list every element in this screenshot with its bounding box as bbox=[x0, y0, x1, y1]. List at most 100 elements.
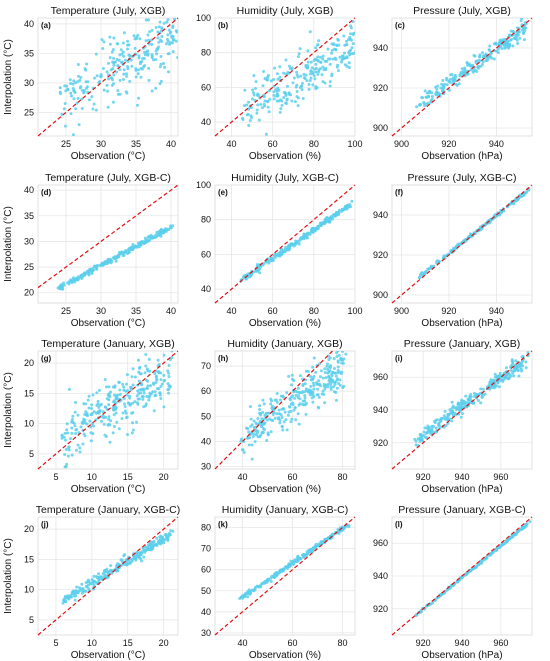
data-point bbox=[340, 54, 344, 58]
data-point bbox=[305, 552, 309, 556]
data-point bbox=[325, 362, 329, 366]
data-point bbox=[337, 370, 341, 374]
data-point bbox=[417, 103, 421, 107]
data-point bbox=[112, 399, 116, 403]
data-point bbox=[305, 79, 309, 83]
data-point bbox=[169, 30, 173, 34]
data-point bbox=[442, 255, 446, 259]
data-point bbox=[133, 46, 137, 50]
data-point bbox=[126, 60, 130, 64]
data-point bbox=[261, 84, 265, 88]
data-point bbox=[82, 273, 86, 277]
data-point bbox=[279, 253, 283, 257]
data-point bbox=[108, 35, 112, 39]
data-point bbox=[518, 363, 522, 367]
x-tick-label: 960 bbox=[493, 472, 508, 482]
data-point bbox=[145, 239, 149, 243]
y-tick-label: 940 bbox=[373, 405, 388, 415]
data-point bbox=[266, 105, 270, 109]
data-point bbox=[70, 453, 74, 457]
data-point bbox=[510, 535, 514, 539]
data-point bbox=[63, 452, 67, 456]
data-point bbox=[115, 255, 119, 259]
data-point bbox=[117, 427, 121, 431]
data-point bbox=[65, 422, 69, 426]
data-point bbox=[76, 413, 80, 417]
data-point bbox=[296, 55, 300, 59]
data-point bbox=[144, 364, 148, 368]
data-point bbox=[305, 550, 309, 554]
data-point bbox=[514, 359, 518, 363]
data-point bbox=[131, 383, 135, 387]
data-point bbox=[123, 58, 127, 62]
data-point bbox=[460, 67, 464, 71]
data-point bbox=[67, 280, 71, 284]
data-point bbox=[104, 435, 108, 439]
data-point bbox=[131, 401, 135, 405]
data-point bbox=[158, 20, 162, 24]
data-point bbox=[429, 430, 433, 434]
y-tick-label: 5 bbox=[29, 615, 34, 625]
panel-letter: (c) bbox=[395, 21, 405, 30]
data-point bbox=[166, 18, 170, 22]
data-point bbox=[125, 393, 129, 397]
reference-line bbox=[391, 516, 533, 636]
data-point bbox=[334, 374, 338, 378]
data-point bbox=[251, 435, 255, 439]
data-point bbox=[336, 359, 340, 363]
data-point bbox=[80, 582, 84, 586]
data-point bbox=[454, 82, 458, 86]
data-point bbox=[339, 357, 343, 361]
data-point bbox=[273, 66, 277, 70]
data-point bbox=[473, 566, 477, 570]
data-point bbox=[239, 439, 243, 443]
data-point bbox=[318, 55, 322, 59]
data-point bbox=[137, 366, 141, 370]
data-point bbox=[143, 371, 147, 375]
data-point bbox=[344, 352, 348, 356]
data-point bbox=[71, 82, 75, 86]
data-point bbox=[303, 394, 307, 398]
data-point bbox=[513, 363, 517, 367]
panel-letter: (h) bbox=[218, 354, 229, 363]
data-point bbox=[499, 211, 503, 215]
data-point bbox=[167, 387, 171, 391]
data-point bbox=[102, 40, 106, 44]
data-point bbox=[271, 412, 275, 416]
data-point bbox=[252, 74, 256, 78]
data-point bbox=[274, 252, 278, 256]
data-point bbox=[243, 594, 247, 598]
data-point bbox=[161, 62, 165, 66]
data-point bbox=[316, 72, 320, 76]
data-point bbox=[292, 390, 296, 394]
data-point bbox=[435, 87, 439, 91]
data-point bbox=[293, 396, 297, 400]
data-point bbox=[316, 55, 320, 59]
data-point bbox=[425, 426, 429, 430]
data-point bbox=[298, 397, 302, 401]
data-point bbox=[256, 417, 260, 421]
data-point bbox=[73, 410, 77, 414]
data-point bbox=[77, 123, 81, 127]
data-point bbox=[170, 36, 174, 40]
data-point bbox=[83, 421, 87, 425]
data-point bbox=[431, 601, 435, 605]
y-tick-label: 960 bbox=[373, 372, 388, 382]
data-point bbox=[126, 433, 129, 437]
data-point bbox=[90, 578, 94, 582]
data-point bbox=[90, 406, 94, 410]
data-point bbox=[497, 385, 501, 389]
data-point bbox=[251, 88, 255, 92]
data-point bbox=[327, 216, 331, 220]
data-point bbox=[335, 355, 339, 359]
data-point bbox=[158, 82, 162, 86]
data-point bbox=[128, 54, 132, 58]
data-point bbox=[147, 78, 151, 82]
data-point bbox=[128, 79, 132, 83]
data-point bbox=[312, 387, 316, 391]
panel-letter: (k) bbox=[218, 520, 228, 529]
x-tick-label: 60 bbox=[268, 139, 278, 149]
data-point bbox=[445, 83, 449, 87]
data-point bbox=[273, 398, 277, 402]
